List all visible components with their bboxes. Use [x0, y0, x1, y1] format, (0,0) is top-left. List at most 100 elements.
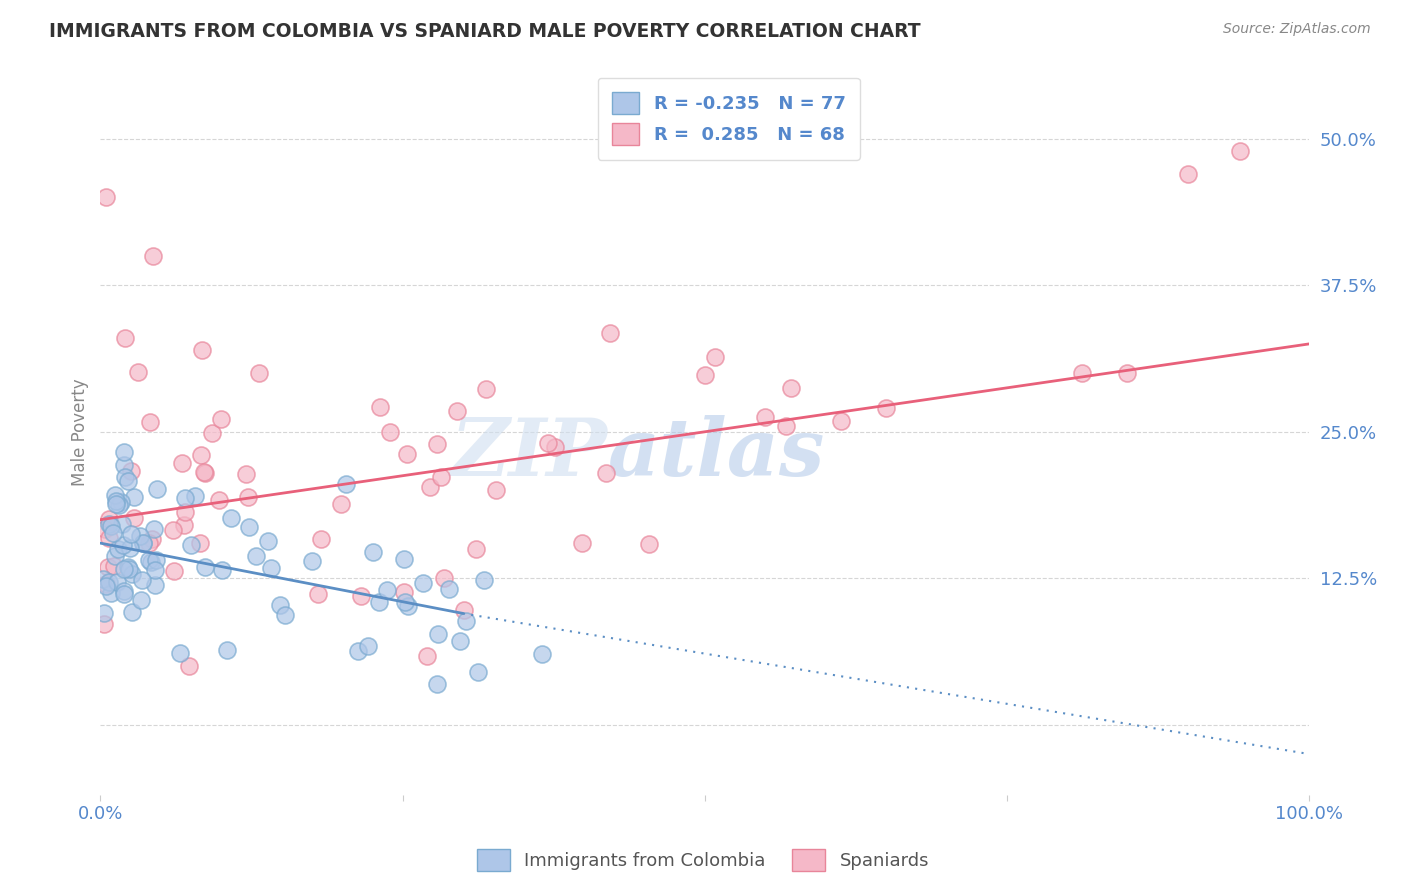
Point — [247, 366, 270, 380]
Point — [1116, 366, 1139, 380]
Point — [173, 517, 195, 532]
Point — [830, 414, 852, 428]
Point — [105, 574, 128, 589]
Point — [238, 520, 260, 534]
Point — [531, 647, 554, 661]
Point — [301, 554, 323, 568]
Point — [173, 505, 195, 519]
Point — [114, 331, 136, 345]
Point — [211, 563, 233, 577]
Point — [464, 541, 486, 556]
Point — [1177, 167, 1199, 181]
Point — [97, 512, 120, 526]
Point — [169, 646, 191, 660]
Point — [162, 524, 184, 538]
Text: IMMIGRANTS FROM COLOMBIA VS SPANIARD MALE POVERTY CORRELATION CHART: IMMIGRANTS FROM COLOMBIA VS SPANIARD MAL… — [49, 22, 921, 41]
Point — [380, 425, 402, 439]
Point — [129, 529, 152, 543]
Point — [1229, 144, 1251, 158]
Point — [396, 599, 419, 613]
Point — [426, 627, 449, 641]
Point — [103, 559, 125, 574]
Point — [1071, 366, 1094, 380]
Point — [453, 603, 475, 617]
Point — [467, 665, 489, 680]
Point — [111, 517, 134, 532]
Point — [704, 350, 727, 364]
Point — [432, 571, 454, 585]
Point — [120, 464, 142, 478]
Point — [429, 470, 451, 484]
Point — [419, 480, 441, 494]
Point — [118, 541, 141, 555]
Point — [599, 326, 621, 340]
Point — [131, 573, 153, 587]
Point — [122, 490, 145, 504]
Point — [456, 614, 478, 628]
Point — [93, 606, 115, 620]
Point — [143, 522, 166, 536]
Point — [94, 522, 117, 536]
Point — [100, 518, 122, 533]
Point — [97, 559, 120, 574]
Point — [98, 532, 121, 546]
Point — [121, 566, 143, 581]
Point — [347, 644, 370, 658]
Point — [104, 549, 127, 563]
Point — [309, 533, 332, 547]
Point — [121, 605, 143, 619]
Point — [193, 466, 215, 480]
Point — [184, 489, 207, 503]
Point — [201, 426, 224, 441]
Point — [638, 537, 661, 551]
Point — [143, 563, 166, 577]
Point — [139, 415, 162, 429]
Point — [368, 595, 391, 609]
Point — [117, 475, 139, 489]
Text: Source: ZipAtlas.com: Source: ZipAtlas.com — [1223, 22, 1371, 37]
Point — [128, 365, 150, 379]
Point — [269, 598, 291, 612]
Point — [180, 538, 202, 552]
Point — [485, 483, 508, 497]
Point — [163, 564, 186, 578]
Point — [350, 589, 373, 603]
Point — [114, 470, 136, 484]
Point — [416, 648, 439, 663]
Point — [472, 574, 495, 588]
Legend: R = -0.235   N = 77, R =  0.285   N = 68: R = -0.235 N = 77, R = 0.285 N = 68 — [598, 78, 860, 160]
Point — [129, 593, 152, 607]
Point — [412, 575, 434, 590]
Point — [118, 562, 141, 576]
Point — [93, 616, 115, 631]
Point — [437, 582, 460, 596]
Point — [446, 404, 468, 418]
Point — [256, 534, 278, 549]
Point — [330, 497, 353, 511]
Point — [94, 579, 117, 593]
Point — [191, 343, 214, 357]
Point — [104, 488, 127, 502]
Point — [138, 553, 160, 567]
Point — [170, 457, 193, 471]
Point — [245, 549, 267, 563]
Point — [141, 532, 163, 546]
Point — [392, 552, 415, 566]
Text: atlas: atlas — [607, 415, 825, 492]
Point — [875, 401, 897, 416]
Point — [112, 444, 135, 458]
Point — [236, 490, 259, 504]
Point — [139, 556, 162, 570]
Point — [357, 639, 380, 653]
Point — [146, 482, 169, 496]
Point — [209, 412, 232, 426]
Point — [122, 511, 145, 525]
Point — [449, 634, 471, 648]
Point — [595, 466, 617, 480]
Point — [101, 525, 124, 540]
Point — [105, 498, 128, 512]
Point — [188, 535, 211, 549]
Point — [475, 382, 498, 396]
Point — [377, 583, 399, 598]
Point — [97, 517, 120, 532]
